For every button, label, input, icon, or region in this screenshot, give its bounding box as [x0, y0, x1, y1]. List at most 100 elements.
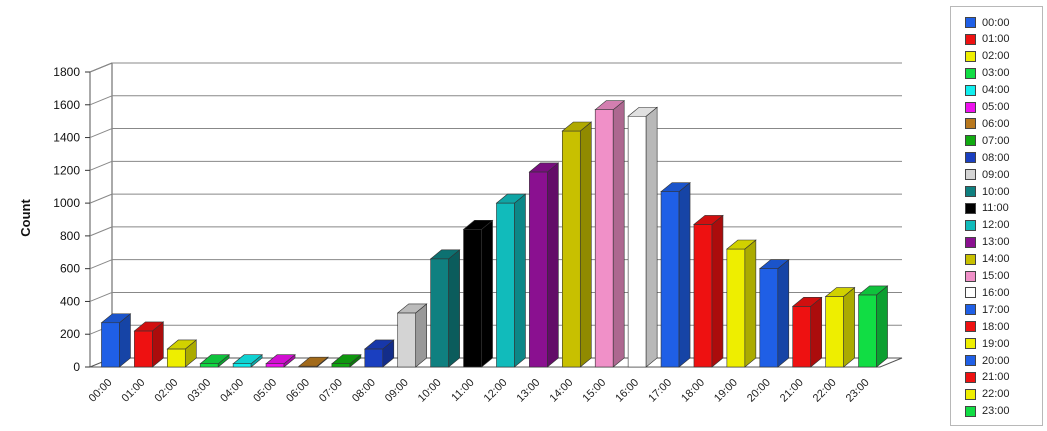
- bar-front: [693, 224, 713, 368]
- x-tick-label: 09:00: [383, 377, 411, 405]
- bar-side: [744, 239, 757, 368]
- legend-item: 20:00: [965, 353, 1010, 368]
- legend-swatch: [965, 270, 976, 282]
- bar-06:00: [298, 356, 329, 368]
- gridline-side: [89, 193, 113, 204]
- legend-swatch: [965, 67, 976, 79]
- gridline-side: [89, 62, 113, 73]
- legend-item: 17:00: [965, 302, 1010, 317]
- x-tick-label: 11:00: [449, 377, 476, 404]
- bar-top: [627, 106, 658, 117]
- bar-top: [232, 354, 263, 365]
- y-tick-labels: 0 200 400 600 800 1000 1200 1400 1600 1800: [53, 65, 90, 374]
- y-tick-label: 1000: [53, 196, 80, 210]
- legend-swatch: [965, 338, 976, 350]
- legend-item: 13:00: [965, 235, 1010, 250]
- legend-item: 04:00: [965, 83, 1010, 98]
- legend-swatch: [965, 33, 976, 45]
- bar-11:00: [462, 219, 494, 368]
- bar-14:00: [561, 121, 593, 368]
- gridline-side: [89, 160, 113, 171]
- legend-item: 21:00: [965, 370, 1010, 385]
- legend-label: 08:00: [982, 151, 1010, 164]
- bar-front: [199, 363, 219, 368]
- bar-front: [364, 348, 384, 368]
- legend-swatch: [965, 236, 976, 248]
- bar-22:00: [824, 286, 856, 368]
- legend-label: 10:00: [982, 185, 1010, 198]
- bar-front: [627, 115, 647, 368]
- bar-top: [429, 249, 461, 260]
- legend-swatch: [965, 287, 976, 299]
- legend-swatch: [965, 202, 976, 214]
- bar-front: [792, 306, 812, 368]
- gridline-side: [89, 259, 113, 270]
- x-tick-label: 15:00: [580, 377, 608, 405]
- bar-21:00: [791, 296, 823, 368]
- x-tick-label: 18:00: [679, 377, 707, 405]
- legend-swatch: [965, 321, 976, 333]
- bar-side: [579, 121, 592, 368]
- legend-label: 11:00: [982, 202, 1009, 215]
- bar-16:00: [627, 106, 658, 368]
- bar-04:00: [232, 354, 263, 368]
- bar-side: [678, 182, 691, 368]
- legend-label: 03:00: [982, 67, 1010, 80]
- bar-top: [528, 162, 560, 173]
- bar-top: [133, 321, 165, 332]
- legend-item: 14:00: [965, 252, 1010, 267]
- x-tick-label: 05:00: [251, 377, 279, 405]
- legend-label: 07:00: [982, 134, 1010, 147]
- legend-swatch: [965, 388, 976, 400]
- bar-20:00: [758, 259, 790, 368]
- y-tick-label: 1600: [53, 98, 80, 112]
- bar-side: [547, 162, 559, 368]
- x-tick-label: 23:00: [844, 377, 872, 405]
- x-tick-label: 12:00: [482, 377, 510, 405]
- bar-17:00: [660, 182, 691, 368]
- legend-label: 20:00: [982, 354, 1010, 367]
- legend-item: 02:00: [965, 49, 1010, 64]
- bar-front: [134, 330, 153, 368]
- bar-03:00: [199, 354, 231, 368]
- legend-item: 15:00: [965, 269, 1010, 284]
- bar-front: [463, 229, 482, 368]
- gridline-side: [89, 226, 113, 237]
- legend-swatch: [965, 405, 976, 417]
- legend-swatch: [965, 135, 976, 147]
- bar-side: [810, 296, 823, 368]
- legend-label: 09:00: [982, 168, 1010, 181]
- bar-00:00: [100, 313, 132, 368]
- legend-item: 07:00: [965, 133, 1010, 148]
- bar-side: [843, 286, 855, 368]
- bar-front: [858, 294, 877, 368]
- legend-swatch: [965, 169, 976, 181]
- x-tick-label: 07:00: [317, 377, 345, 405]
- legend-label: 06:00: [982, 117, 1010, 130]
- legend-swatch: [965, 355, 976, 366]
- x-tick-label: 01:00: [120, 377, 148, 405]
- x-tick-label: 17:00: [646, 377, 674, 405]
- bar-top: [298, 356, 329, 367]
- legend-label: 04:00: [982, 84, 1010, 97]
- x-tick-label: 16:00: [613, 377, 641, 405]
- bar-front: [166, 348, 186, 368]
- x-tick-label: 21:00: [778, 377, 806, 405]
- legend-item: 08:00: [965, 150, 1010, 165]
- legend-label: 05:00: [982, 101, 1010, 113]
- bar-front: [594, 109, 614, 368]
- bar-top: [594, 100, 626, 110]
- bar-front: [561, 130, 581, 368]
- x-tick-label: 19:00: [712, 377, 740, 405]
- x-tick-label: 00:00: [87, 377, 115, 405]
- bar-front: [265, 363, 285, 368]
- legend-item: 01:00: [965, 32, 1010, 47]
- bar-side: [415, 303, 428, 368]
- legend-label: 18:00: [982, 320, 1010, 333]
- x-tick-label: 08:00: [350, 377, 378, 405]
- bar-top: [561, 121, 593, 132]
- x-tick-label: 14:00: [547, 377, 575, 405]
- legend: 00:00 01:00 02:00 03:00 04:00 05:00 06:00 07:00…: [950, 6, 1043, 426]
- legend-item: 03:00: [965, 66, 1010, 81]
